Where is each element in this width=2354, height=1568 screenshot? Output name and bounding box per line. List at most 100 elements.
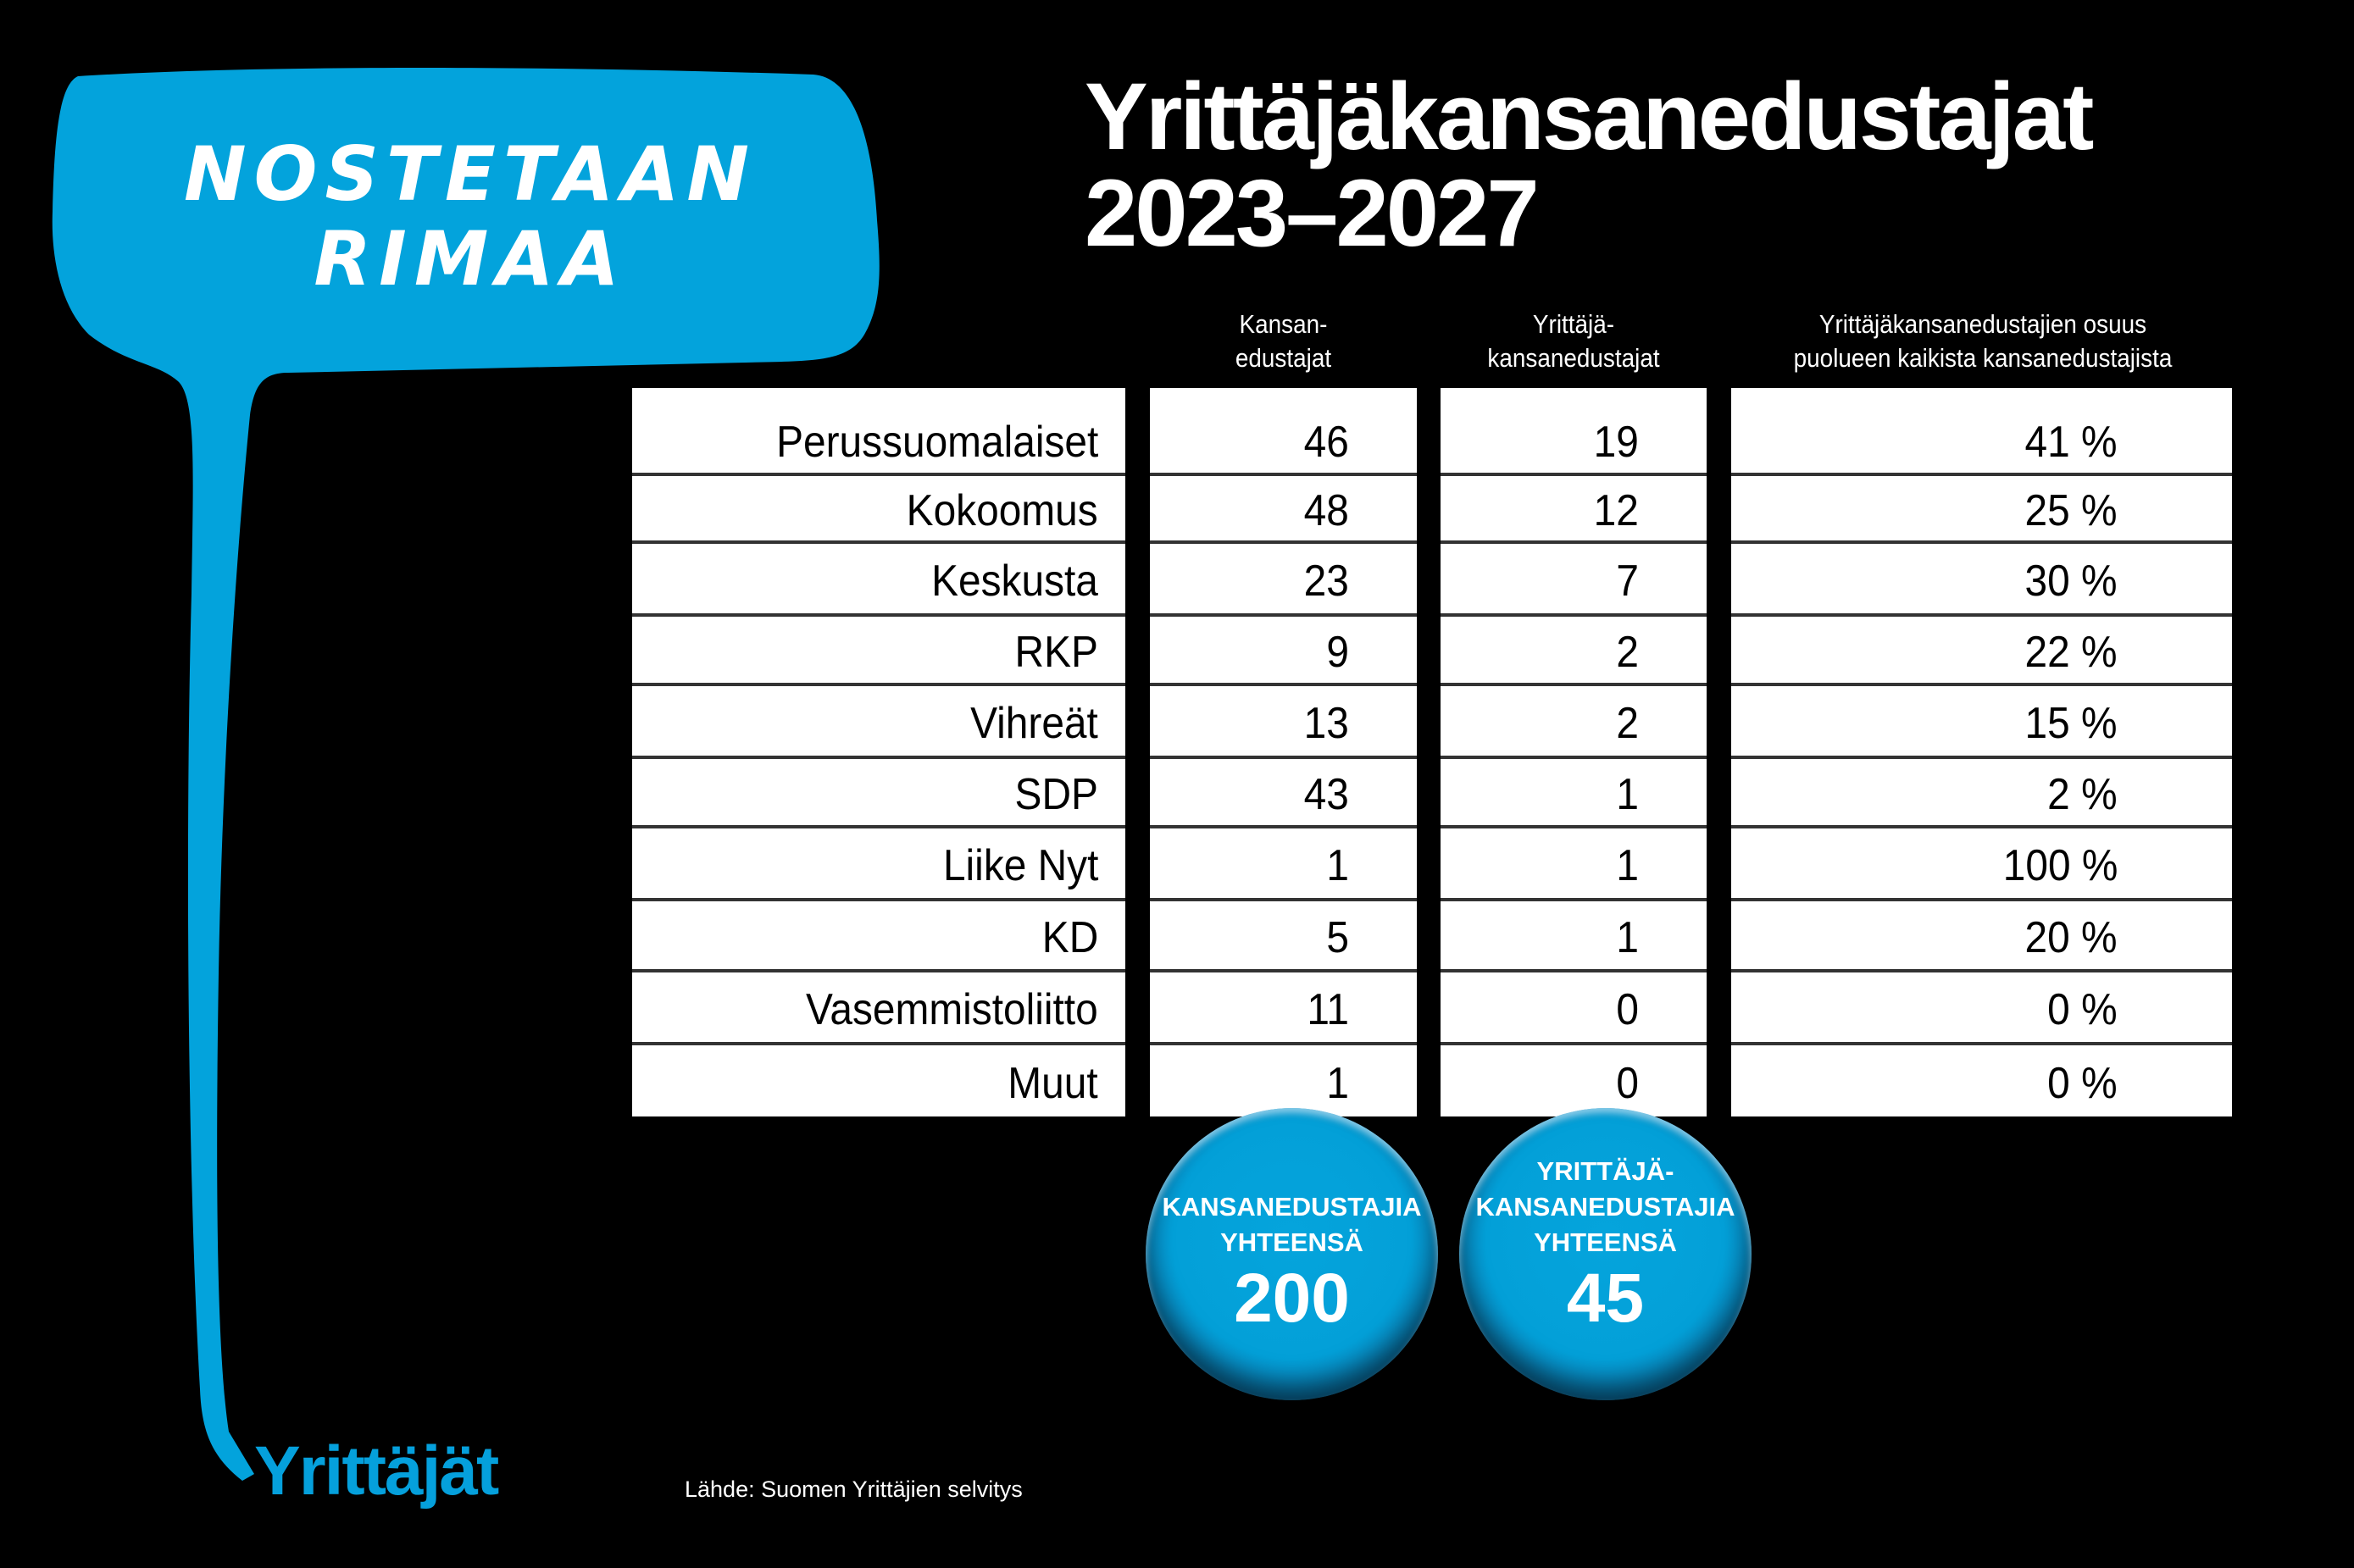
mps-cell: 48 [1150, 476, 1417, 544]
entrepreneurs-cell: 12 [1441, 476, 1707, 544]
mps-cell-text: 23 [1303, 557, 1349, 606]
share-cell-text: 15 % [2024, 699, 2118, 748]
header-share-line-1: Yrittäjäkansanedustajien osuus [1818, 309, 2147, 339]
entrepreneurs-cell-text: 19 [1593, 418, 1639, 467]
total-entrepreneurs-value: 45 [1566, 1260, 1645, 1337]
party-cell-text: Vihreät [970, 699, 1098, 748]
header-entrepreneurs-line-1: Yrittäjä- [1532, 309, 1615, 339]
entrepreneurs-cell: 1 [1441, 759, 1707, 828]
party-cell: Muut [632, 1045, 1125, 1116]
header-share-line-2: puolueen kaikista kansanedustajista [1793, 343, 2173, 373]
mps-cell: 9 [1150, 617, 1417, 686]
share-cell-text: 25 % [2024, 486, 2118, 535]
party-cell-text: Perussuomalaiset [775, 418, 1098, 467]
mps-cell: 23 [1150, 544, 1417, 617]
mps-cell-text: 46 [1303, 418, 1349, 467]
share-cell: 30 % [1731, 544, 2232, 617]
column-share: 41 % 25 % 30 % 22 % 15 % 2 % 100 % 20 % 0 % 0 % [1731, 388, 2232, 1116]
share-cell-text: 30 % [2024, 557, 2118, 606]
header-mps: Kansan- edustajat [1163, 308, 1404, 375]
party-cell-text: Muut [1008, 1059, 1098, 1108]
total-mps-value: 200 [1234, 1260, 1350, 1337]
column-mps: 46 48 23 9 13 43 1 5 11 1 [1150, 388, 1417, 1116]
total-entrepreneurs-label-line-2: KANSANEDUSTAJIA [1475, 1192, 1735, 1222]
entrepreneurs-cell: 2 [1441, 617, 1707, 686]
party-cell: Keskusta [632, 544, 1125, 617]
party-cell-text: Vasemmistoliitto [806, 985, 1098, 1034]
mps-cell-text: 9 [1326, 628, 1349, 677]
share-cell: 100 % [1731, 828, 2232, 901]
share-cell-text: 22 % [2024, 628, 2118, 677]
slogan-line-2: RIMAA [314, 215, 627, 302]
entrepreneurs-cell-text: 12 [1593, 486, 1639, 535]
entrepreneurs-cell-text: 2 [1616, 628, 1639, 677]
mps-cell-text: 13 [1303, 699, 1349, 748]
share-cell: 25 % [1731, 476, 2232, 544]
share-cell: 15 % [1731, 686, 2232, 759]
mps-cell: 11 [1150, 972, 1417, 1045]
share-cell-text: 2 % [2047, 770, 2118, 819]
source-note: Lähde: Suomen Yrittäjien selvitys [685, 1477, 1023, 1502]
share-cell: 0 % [1731, 1045, 2232, 1116]
share-cell: 2 % [1731, 759, 2232, 828]
slogan-line-1: NOSTETAAN [183, 130, 758, 218]
mps-cell-text: 5 [1326, 913, 1349, 962]
entrepreneurs-cell-text: 0 [1616, 985, 1639, 1034]
mps-cell: 13 [1150, 686, 1417, 759]
share-cell: 41 % [1731, 388, 2232, 476]
page-title-line-2: 2023–2027 [1085, 160, 1540, 266]
mps-cell: 1 [1150, 1045, 1417, 1116]
share-cell-text: 0 % [2047, 985, 2118, 1034]
entrepreneurs-cell: 0 [1441, 1045, 1707, 1116]
share-cell: 20 % [1731, 901, 2232, 972]
total-mps-label-line-2: YHTEENSÄ [1220, 1227, 1363, 1257]
share-cell: 22 % [1731, 617, 2232, 686]
mps-cell-text: 43 [1303, 770, 1349, 819]
entrepreneurs-cell: 2 [1441, 686, 1707, 759]
total-entrepreneurs-label-line-3: YHTEENSÄ [1534, 1227, 1677, 1257]
party-cell: Vasemmistoliitto [632, 972, 1125, 1045]
speech-bubble-shape [52, 67, 880, 1482]
share-cell-text: 100 % [2002, 841, 2118, 890]
party-cell: Vihreät [632, 686, 1125, 759]
share-cell-text: 41 % [2024, 418, 2118, 467]
entrepreneurs-cell: 1 [1441, 901, 1707, 972]
total-mps-badge: KANSANEDUSTAJIA YHTEENSÄ 200 [1146, 1108, 1438, 1400]
party-cell-text: Liike Nyt [942, 841, 1098, 890]
column-entrepreneurs: 19 12 7 2 2 1 1 1 0 0 [1441, 388, 1707, 1116]
total-mps-label-line-1: KANSANEDUSTAJIA [1162, 1192, 1422, 1222]
party-cell: KD [632, 901, 1125, 972]
share-cell: 0 % [1731, 972, 2232, 1045]
total-entrepreneurs-label-line-1: YRITTÄJÄ- [1536, 1156, 1674, 1186]
header-mps-line-2: edustajat [1235, 343, 1332, 373]
entrepreneurs-cell-text: 1 [1616, 841, 1639, 890]
entrepreneurs-cell-text: 7 [1616, 557, 1639, 606]
header-entrepreneurs-line-2: kansanedustajat [1487, 343, 1660, 373]
mps-cell-text: 1 [1326, 841, 1349, 890]
entrepreneurs-cell: 1 [1441, 828, 1707, 901]
header-mps-line-1: Kansan- [1239, 309, 1328, 339]
entrepreneurs-cell-text: 1 [1616, 770, 1639, 819]
party-cell: SDP [632, 759, 1125, 828]
yrittajat-logo: Yrittäjät [254, 1432, 499, 1510]
mps-cell-text: 1 [1326, 1059, 1349, 1108]
entrepreneurs-cell-text: 2 [1616, 699, 1639, 748]
mps-cell: 5 [1150, 901, 1417, 972]
party-cell-text: Kokoomus [906, 486, 1098, 535]
entrepreneurs-cell: 7 [1441, 544, 1707, 617]
entrepreneurs-cell-text: 0 [1616, 1059, 1639, 1108]
party-cell-text: RKP [1014, 628, 1098, 677]
header-entrepreneurs: Yrittäjä- kansanedustajat [1454, 308, 1694, 375]
share-cell-text: 0 % [2047, 1059, 2118, 1108]
header-share: Yrittäjäkansanedustajien osuus puolueen … [1731, 308, 2235, 375]
mps-cell-text: 48 [1303, 486, 1349, 535]
page-title-line-1: Yrittäjäkansanedustajat [1085, 64, 2094, 169]
party-cell-text: SDP [1014, 770, 1098, 819]
mps-cell-text: 11 [1307, 985, 1349, 1034]
party-cell-text: KD [1041, 913, 1098, 962]
share-cell-text: 20 % [2024, 913, 2118, 962]
total-entrepreneurs-badge: YRITTÄJÄ- KANSANEDUSTAJIA YHTEENSÄ 45 [1459, 1108, 1752, 1400]
party-cell-text: Keskusta [931, 557, 1098, 606]
party-cell: Perussuomalaiset [632, 388, 1125, 476]
party-cell: RKP [632, 617, 1125, 686]
